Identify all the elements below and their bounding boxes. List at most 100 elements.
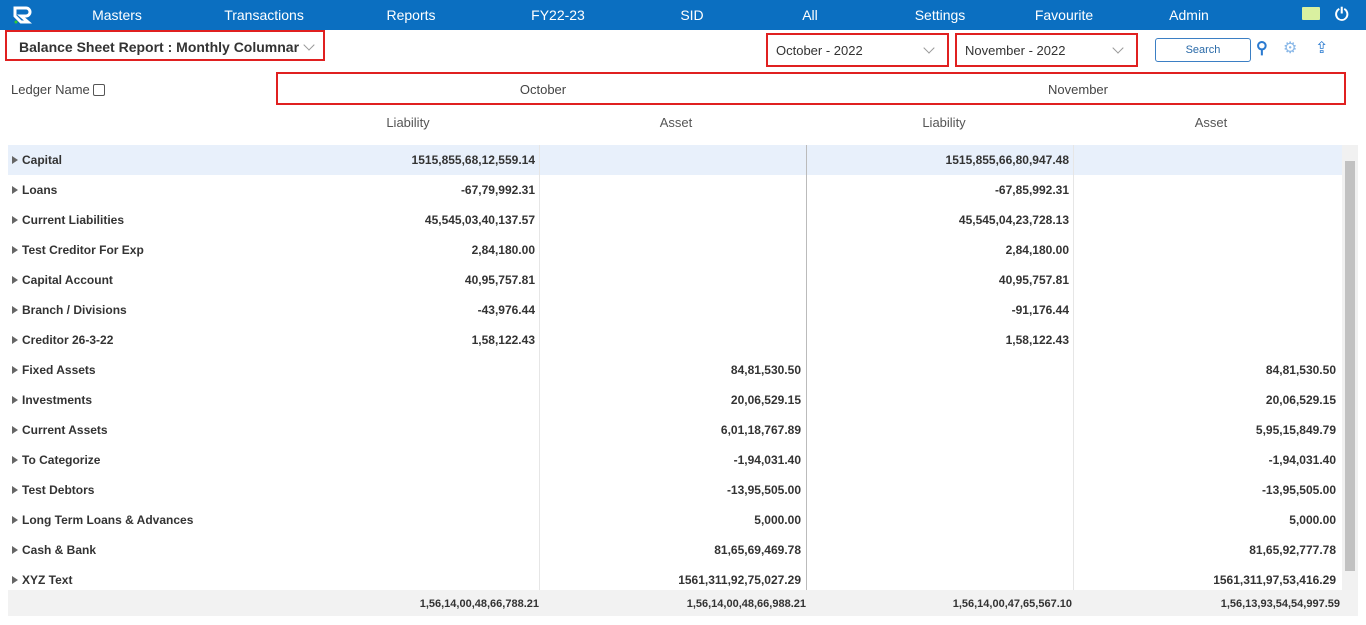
row-value: 84,81,530.50 (1265, 363, 1336, 377)
total-value: 1,56,14,00,48,66,788.21 (419, 598, 539, 610)
power-icon[interactable]: ⏻ (1335, 5, 1349, 24)
row-value: 1515,855,66,80,947.48 (945, 153, 1069, 167)
report-table: Capital 1515,855,68,12,559.14 1515,855,66,… (8, 145, 1342, 595)
row-value: -91,176.44 (1011, 303, 1069, 317)
nav-fy[interactable]: FY22-23 (531, 7, 585, 23)
gear-icon[interactable]: ⚙ (1283, 40, 1298, 57)
row-value: 1,58,122.43 (1005, 333, 1069, 347)
from-month-select[interactable]: October - 2022 (766, 33, 949, 67)
row-value: 1561,311,92,75,027.29 (678, 573, 801, 587)
row-value: 5,95,15,849.79 (1255, 423, 1336, 437)
table-row[interactable]: Fixed Assets 84,81,530.50 84,81,530.50 (8, 355, 1342, 385)
vertical-scrollbar[interactable] (1342, 145, 1358, 590)
month-headers: October November (276, 72, 1346, 105)
row-value: 1515,855,68,12,559.14 (411, 153, 535, 167)
row-name[interactable]: Cash & Bank (12, 543, 96, 557)
row-name[interactable]: Fixed Assets (12, 363, 96, 377)
table-row[interactable]: Long Term Loans & Advances 5,000.00 5,000.… (8, 505, 1342, 535)
divider (539, 145, 540, 590)
chevron-down-icon (303, 39, 315, 51)
report-selector[interactable]: Balance Sheet Report : Monthly Columnar (5, 30, 325, 61)
col-header: Asset (659, 115, 693, 130)
nav-admin[interactable]: Admin (1169, 7, 1209, 23)
table-row[interactable]: Branch / Divisions -43,976.44 -91,176.44 (8, 295, 1342, 325)
divider (1073, 145, 1074, 590)
nav-settings[interactable]: Settings (914, 7, 966, 23)
month-november: November (1048, 82, 1108, 97)
nav-transactions[interactable]: Transactions (224, 7, 304, 23)
row-name[interactable]: Current Liabilities (12, 213, 124, 227)
row-name[interactable]: Current Assets (12, 423, 108, 437)
row-value: 20,06,529.15 (1265, 393, 1336, 407)
table-row[interactable]: Cash & Bank 81,65,69,469.78 81,65,92,777.7… (8, 535, 1342, 565)
nav-favourite[interactable]: Favourite (1034, 7, 1094, 23)
row-name[interactable]: Branch / Divisions (12, 303, 127, 317)
table-row[interactable]: Current Assets 6,01,18,767.89 5,95,15,849.… (8, 415, 1342, 445)
row-value: 2,84,180.00 (1005, 243, 1069, 257)
row-value: 40,95,757.81 (464, 273, 535, 287)
row-name[interactable]: Long Term Loans & Advances (12, 513, 193, 527)
row-value: -13,95,505.00 (1261, 483, 1336, 497)
col-header: Liability (922, 115, 966, 130)
scrollbar-thumb[interactable] (1345, 161, 1355, 571)
row-value: 1561,311,97,53,416.29 (1213, 573, 1336, 587)
row-name[interactable]: Test Debtors (12, 483, 94, 497)
row-name[interactable]: Test Creditor For Exp (12, 243, 144, 257)
ledger-name-checkbox[interactable] (92, 84, 105, 96)
row-value: 20,06,529.15 (730, 393, 801, 407)
row-value: 6,01,18,767.89 (720, 423, 801, 437)
nav-sid[interactable]: SID (680, 7, 704, 23)
table-row[interactable]: Loans -67,79,992.31 -67,85,992.31 (8, 175, 1342, 205)
row-name[interactable]: Investments (12, 393, 92, 407)
row-value: 1,58,122.43 (471, 333, 535, 347)
nav-reports[interactable]: Reports (386, 7, 436, 23)
row-name[interactable]: To Categorize (12, 453, 100, 467)
row-value: 2,84,180.00 (471, 243, 535, 257)
table-row[interactable]: Capital Account 40,95,757.81 40,95,757.81 (8, 265, 1342, 295)
row-value: 5,000.00 (754, 513, 801, 527)
top-nav: Masters Transactions Reports FY22-23 SID… (0, 0, 1366, 30)
share-icon[interactable]: ⇪ (1315, 40, 1329, 57)
row-value: 84,81,530.50 (730, 363, 801, 377)
row-name[interactable]: Loans (12, 183, 57, 197)
col-header: Asset (1194, 115, 1228, 130)
table-row[interactable]: To Categorize -1,94,031.40 -1,94,031.40 (8, 445, 1342, 475)
ledger-name-label: Ledger Name (11, 82, 90, 97)
nav-masters[interactable]: Masters (92, 7, 142, 23)
month-october: October (519, 82, 567, 97)
report-title: Balance Sheet Report : Monthly Columnar (19, 39, 300, 55)
app-logo-icon[interactable] (13, 6, 32, 24)
row-name[interactable]: XYZ Text (12, 573, 72, 587)
table-row[interactable]: XYZ Text 1561,311,92,75,027.29 1561,311,97… (8, 565, 1342, 595)
to-month-value: November - 2022 (965, 43, 1066, 58)
mail-icon[interactable] (1302, 7, 1320, 20)
search-icon[interactable]: ⚲ (1256, 40, 1268, 57)
row-name[interactable]: Capital (12, 153, 62, 167)
row-value: 81,65,69,469.78 (714, 543, 801, 557)
search-button[interactable]: Search (1155, 38, 1251, 62)
nav-all[interactable]: All (802, 7, 818, 23)
row-value: -1,94,031.40 (733, 453, 801, 467)
row-value: 81,65,92,777.78 (1249, 543, 1336, 557)
table-row[interactable]: Test Creditor For Exp 2,84,180.00 2,84,180… (8, 235, 1342, 265)
row-name[interactable]: Capital Account (12, 273, 113, 287)
row-value: 40,95,757.81 (998, 273, 1069, 287)
row-value: 45,545,04,23,728.13 (958, 213, 1069, 227)
to-month-select[interactable]: November - 2022 (955, 33, 1138, 67)
divider (806, 145, 807, 590)
table-row[interactable]: Capital 1515,855,68,12,559.14 1515,855,66,… (8, 145, 1342, 175)
table-row[interactable]: Current Liabilities 45,545,03,40,137.57 45… (8, 205, 1342, 235)
row-value: -67,79,992.31 (460, 183, 535, 197)
total-value: 1,56,13,93,54,54,997.59 (1220, 598, 1340, 610)
table-row[interactable]: Investments 20,06,529.15 20,06,529.15 (8, 385, 1342, 415)
row-value: -1,94,031.40 (1268, 453, 1336, 467)
chevron-down-icon (923, 42, 935, 54)
from-month-value: October - 2022 (776, 43, 863, 58)
table-row[interactable]: Test Debtors -13,95,505.00 -13,95,505.00 (8, 475, 1342, 505)
row-value: -43,976.44 (477, 303, 535, 317)
table-row[interactable]: Creditor 26-3-22 1,58,122.43 1,58,122.43 (8, 325, 1342, 355)
row-value: -13,95,505.00 (726, 483, 801, 497)
totals-row: 1,56,14,00,48,66,788.21 1,56,14,00,48,66… (8, 590, 1358, 616)
col-header: Liability (386, 115, 430, 130)
row-name[interactable]: Creditor 26-3-22 (12, 333, 113, 347)
